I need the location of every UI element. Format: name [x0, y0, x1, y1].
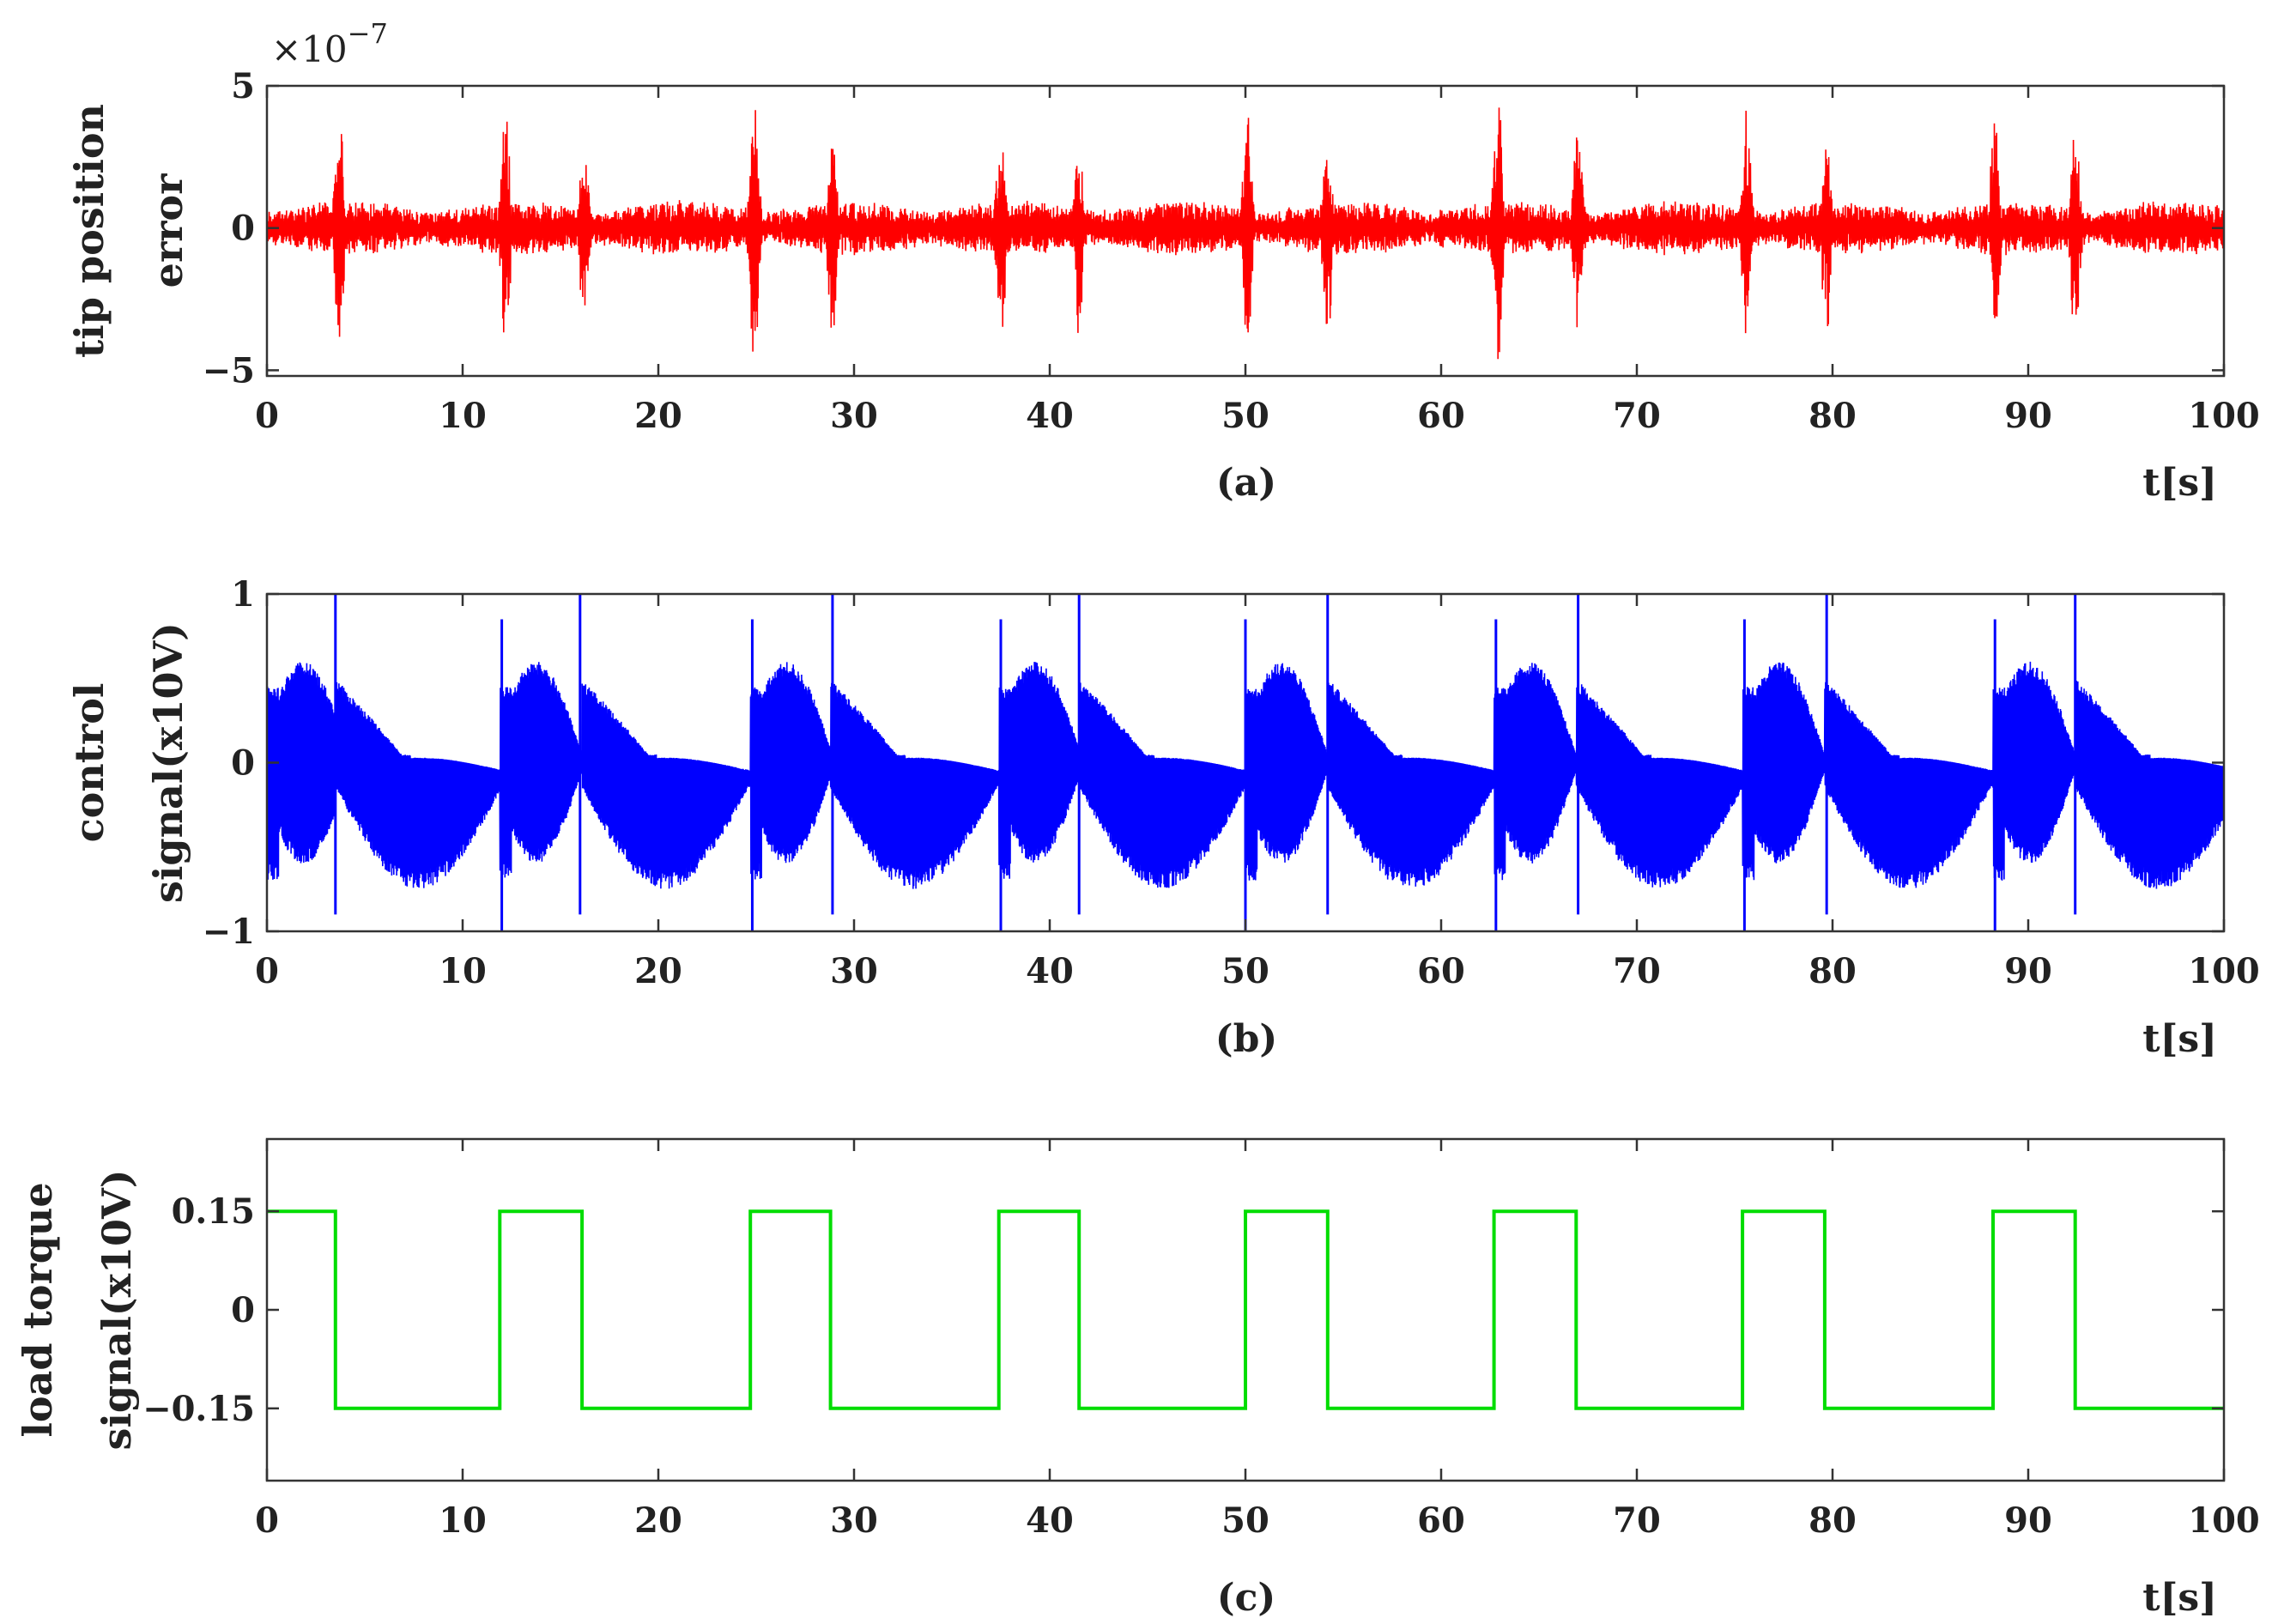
- panel-a-y-ticks: −5 0 5: [203, 66, 2224, 391]
- x-tick-label: 40: [1026, 396, 1074, 436]
- panel-a-exponent-base: ×10: [271, 28, 348, 70]
- x-tick-label: 10: [439, 951, 487, 991]
- panel-a-exponent-power: −7: [348, 17, 388, 50]
- panel-a-ylabel-line2: error: [145, 173, 191, 288]
- x-tick-label: 80: [1809, 951, 1857, 991]
- panel-b-y-ticks: −1 0 1: [203, 574, 2224, 952]
- x-tick-label: 0: [255, 396, 279, 436]
- x-tick-label: 60: [1417, 951, 1465, 991]
- panel-c-x-ticks: 0 10 20 30 40 50 60 70 80 90 100: [255, 1139, 2260, 1541]
- panel-a-x-ticks: 0 10 20 30 40 50 60 70 80 90 100: [255, 86, 2260, 436]
- x-tick-label: 50: [1221, 951, 1269, 991]
- x-tick-label: 0: [255, 951, 279, 991]
- x-tick-label: 80: [1809, 1500, 1857, 1541]
- panel-b-x-ticks: 0 10 20 30 40 50 60 70 80 90 100: [255, 594, 2260, 991]
- x-tick-label: 60: [1417, 1500, 1465, 1541]
- x-tick-label: 30: [830, 951, 878, 991]
- panel-c-y-ticks: −0.15 0 0.15: [142, 1191, 2224, 1429]
- y-tick-label: 0: [231, 209, 255, 249]
- x-tick-label: 20: [634, 1500, 682, 1541]
- x-tick-label: 40: [1026, 951, 1074, 991]
- series-line: [267, 107, 2224, 360]
- panel-b-label: (b): [1215, 1017, 1277, 1061]
- x-tick-label: 40: [1026, 1500, 1074, 1541]
- panel-a-label: (a): [1216, 461, 1276, 505]
- x-tick-label: 90: [2004, 1500, 2052, 1541]
- y-tick-label: 0: [231, 1290, 255, 1330]
- series-line: [267, 1209, 2224, 1410]
- panel-c-ylabel-line1: load torque: [15, 1182, 61, 1437]
- panel-c-label: (c): [1217, 1576, 1275, 1620]
- x-tick-label: 60: [1417, 396, 1465, 436]
- x-tick-label: 90: [2004, 396, 2052, 436]
- x-tick-label: 10: [439, 1500, 487, 1541]
- x-tick-label: 20: [634, 396, 682, 436]
- panel-c-ylabel-line2: signal(x10V): [94, 1170, 140, 1451]
- panel-a-exponent-label: ×10−7: [271, 17, 388, 70]
- panel-a-xlabel: t[s]: [2142, 461, 2217, 505]
- panel-b-ylabel-line2: signal(x10V): [145, 622, 191, 903]
- x-tick-label: 30: [830, 1500, 878, 1541]
- x-tick-label: 70: [1613, 1500, 1661, 1541]
- y-tick-label: 5: [231, 66, 255, 106]
- x-tick-label: 10: [439, 396, 487, 436]
- x-tick-label: 100: [2188, 951, 2260, 991]
- x-tick-label: 100: [2188, 396, 2260, 436]
- x-tick-label: 80: [1809, 396, 1857, 436]
- x-tick-label: 70: [1613, 396, 1661, 436]
- y-tick-label: 1: [231, 574, 255, 615]
- x-tick-label: 30: [830, 396, 878, 436]
- x-tick-label: 50: [1221, 1500, 1269, 1541]
- y-tick-label: −5: [203, 350, 255, 391]
- panel-b-plot: [267, 594, 2224, 931]
- panel-c-xlabel: t[s]: [2142, 1576, 2217, 1620]
- panel-b: 0 10 20 30 40 50 60 70 80 90 100 −101 control sign…: [66, 574, 2260, 1061]
- x-tick-label: 100: [2188, 1500, 2260, 1541]
- panel-a: 0 10 20 30 40 50 60 70 80 90 100 −505 tip position…: [66, 17, 2260, 505]
- x-tick-label: 70: [1613, 951, 1661, 991]
- panel-a-plot: [267, 107, 2224, 360]
- x-tick-label: 50: [1221, 396, 1269, 436]
- panel-c: 0 10 20 30 40 50 60 70 80 90 100 −0.15 0 0.15 load t…: [15, 1137, 2260, 1620]
- x-tick-label: 20: [634, 951, 682, 991]
- y-tick-label: −0.15: [142, 1389, 255, 1429]
- panel-b-ylabel-line1: control: [66, 683, 112, 843]
- panel-a-ylabel-line1: tip position: [66, 104, 112, 358]
- panel-c-plot: [267, 1209, 2224, 1410]
- panel-b-xlabel: t[s]: [2142, 1017, 2217, 1061]
- x-tick-label: 90: [2004, 951, 2052, 991]
- y-tick-label: 0.15: [172, 1191, 255, 1232]
- y-tick-label: 0: [231, 743, 255, 784]
- y-tick-label: −1: [203, 912, 255, 952]
- x-tick-label: 0: [255, 1500, 279, 1541]
